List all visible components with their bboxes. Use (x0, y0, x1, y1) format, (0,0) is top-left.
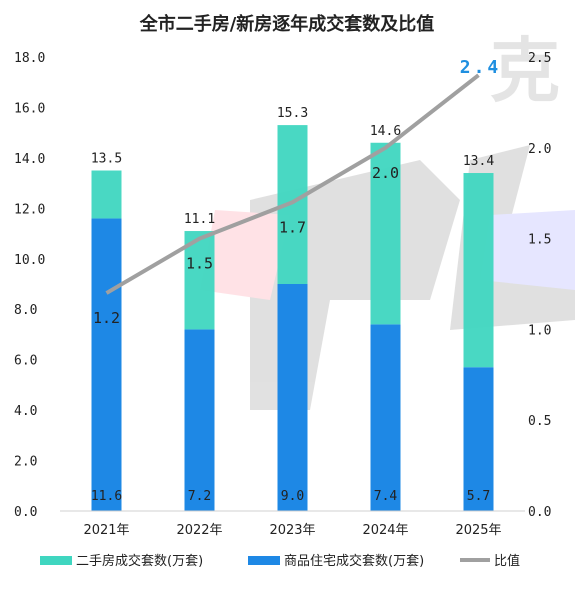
x-tick-label: 2021年 (83, 523, 129, 538)
y-tick-label: 18.0 (14, 51, 45, 66)
y-axis: 0.0 2.0 4.0 6.0 8.0 10.0 12.0 14.0 16.0 18.0 (14, 51, 45, 520)
y-tick-label: 0.0 (14, 505, 37, 520)
svg-text:克: 克 (490, 30, 560, 112)
x-tick-label: 2023年 (269, 523, 315, 538)
chart-title: 全市二手房/新房逐年成交套数及比值 (139, 13, 435, 35)
y2-axis: 0.0 0.5 1.0 1.5 2.0 2.5 (528, 51, 551, 520)
y2-tick-label: 0.0 (528, 505, 551, 520)
total-label: 13.4 (463, 154, 494, 169)
y-tick-label: 10.0 (14, 253, 45, 268)
ratio-label: 1.5 (186, 255, 213, 273)
bar-new-housing (463, 367, 494, 511)
total-label: 14.6 (370, 124, 401, 139)
new-housing-label: 7.2 (188, 489, 211, 504)
y-tick-label: 2.0 (14, 455, 37, 470)
y2-tick-label: 2.5 (528, 51, 551, 66)
ratio-label-highlight: 2.4 (460, 57, 502, 78)
legend-swatch-second (40, 556, 72, 565)
y2-tick-label: 0.5 (528, 414, 551, 429)
bar-second-hand (184, 231, 215, 330)
new-housing-label: 5.7 (467, 489, 490, 504)
y2-tick-label: 1.5 (528, 233, 551, 248)
ratio-line-group (105, 73, 480, 295)
y-tick-label: 14.0 (14, 152, 45, 167)
y-tick-label: 6.0 (14, 354, 37, 369)
bar-new-housing (277, 284, 308, 511)
new-housing-label: 11.6 (91, 489, 122, 504)
bar-second-hand (91, 170, 122, 219)
legend-label-ratio: 比值 (494, 553, 520, 569)
new-housing-label: 9.0 (281, 489, 304, 504)
y2-tick-label: 2.0 (528, 142, 551, 157)
x-tick-label: 2024年 (362, 523, 408, 538)
legend-swatch-new (248, 556, 280, 565)
y-tick-label: 8.0 (14, 303, 37, 318)
new-housing-label: 7.4 (374, 489, 398, 504)
total-label: 11.1 (184, 212, 215, 227)
bar-new-housing (91, 218, 122, 511)
legend: 二手房成交套数(万套) 商品住宅成交套数(万套) 比值 (40, 553, 520, 569)
ratio-label: 2.0 (372, 164, 399, 182)
y-tick-label: 4.0 (14, 404, 37, 419)
bar-new-housing (184, 329, 215, 511)
x-tick-label: 2025年 (455, 523, 501, 538)
legend-label-second: 二手房成交套数(万套) (76, 553, 203, 569)
ratio-label: 1.7 (279, 218, 306, 236)
x-axis: 2021年 2022年 2023年 2024年 2025年 (60, 510, 525, 538)
bar-second-hand (463, 173, 494, 368)
bar-new-housing (370, 324, 401, 511)
total-label: 13.5 (91, 152, 122, 167)
ratio-label: 1.2 (93, 309, 120, 327)
y2-tick-label: 1.0 (528, 323, 551, 338)
y-tick-label: 12.0 (14, 202, 45, 217)
x-tick-label: 2022年 (176, 523, 222, 538)
ratio-series-line (105, 73, 480, 295)
data-labels-group: 13.5 11.6 1.2 11.1 7.2 1.5 15.3 9.0 1.7 14.6 7.4 2.… (91, 57, 502, 504)
bar-second-hand (370, 142, 401, 325)
legend-label-new: 商品住宅成交套数(万套) (284, 553, 424, 569)
bar-series-group (91, 125, 494, 511)
y-tick-label: 16.0 (14, 101, 45, 116)
total-label: 15.3 (277, 106, 308, 121)
